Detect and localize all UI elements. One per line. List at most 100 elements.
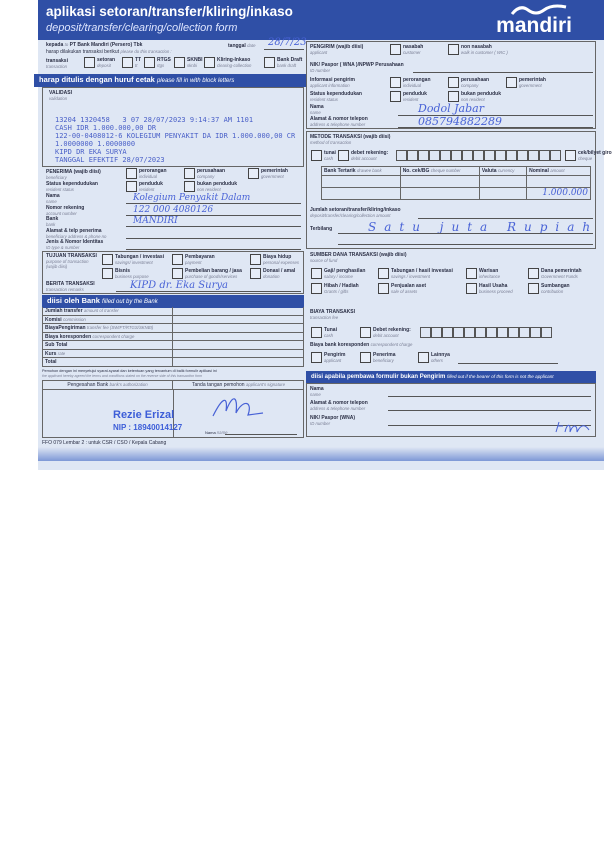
- method-cheque[interactable]: cek/bilyet giro cheque: [565, 150, 612, 161]
- checkbox[interactable]: [126, 168, 137, 179]
- source-option[interactable]: Penjualan aset sale of assets: [378, 283, 426, 294]
- cell[interactable]: [478, 187, 528, 200]
- account-digit-cell[interactable]: [473, 150, 484, 161]
- fee-correspondent-option[interactable]: Lainnya others: [418, 352, 450, 363]
- source-option[interactable]: Warisan inheritance: [466, 268, 500, 279]
- checkbox[interactable]: [311, 327, 322, 338]
- fee-cash[interactable]: Tunai cash: [311, 327, 337, 338]
- checkbox[interactable]: [126, 181, 137, 192]
- applicant-type-option[interactable]: perusahaan company: [448, 77, 489, 88]
- account-digit-cell[interactable]: [431, 327, 442, 338]
- bearer-field-input[interactable]: [388, 425, 591, 426]
- transaction-type-option[interactable]: SKNBI sknbi: [174, 57, 203, 68]
- fee-correspondent-option[interactable]: Penerima beneficiary: [360, 352, 396, 363]
- checkbox[interactable]: [311, 352, 322, 363]
- checkbox[interactable]: [506, 77, 517, 88]
- applicant-status-option[interactable]: penduduk resident: [390, 91, 427, 102]
- account-digit-cell[interactable]: [495, 150, 506, 161]
- applicant-customer-option[interactable]: nasabah customer: [390, 44, 423, 55]
- account-digit-cell[interactable]: [519, 327, 530, 338]
- account-digit-cell[interactable]: [462, 150, 473, 161]
- account-digit-cell[interactable]: [442, 327, 453, 338]
- cell[interactable]: [526, 175, 591, 188]
- checkbox[interactable]: [448, 91, 459, 102]
- checkbox[interactable]: [102, 268, 113, 279]
- transaction-type-option[interactable]: Bank Draft bank draft: [264, 57, 302, 68]
- checkbox[interactable]: [122, 57, 133, 68]
- checkbox[interactable]: [250, 268, 261, 279]
- checkbox[interactable]: [184, 181, 195, 192]
- transaction-type-option[interactable]: setoran deposit: [84, 57, 115, 68]
- beneficiary-status-option[interactable]: penduduk resident: [126, 181, 163, 192]
- source-option[interactable]: Tabungan / hasil investasi savings / inve…: [378, 268, 453, 279]
- account-digit-cell[interactable]: [486, 327, 497, 338]
- checkbox[interactable]: [184, 168, 195, 179]
- checkbox[interactable]: [565, 150, 576, 161]
- checkbox[interactable]: [378, 283, 389, 294]
- checkbox[interactable]: [418, 352, 429, 363]
- account-digit-cell[interactable]: [429, 150, 440, 161]
- row-value[interactable]: [173, 341, 303, 349]
- transaction-type-option[interactable]: Kliring-Inkaso clearing-collection: [204, 57, 251, 68]
- fee-correspondent-option[interactable]: Pengirim applicant: [311, 352, 345, 363]
- checkbox[interactable]: [378, 268, 389, 279]
- checkbox[interactable]: [466, 283, 477, 294]
- cell[interactable]: [399, 175, 480, 188]
- account-digit-cell[interactable]: [396, 150, 407, 161]
- row-value[interactable]: [173, 316, 303, 324]
- checkbox[interactable]: [172, 268, 183, 279]
- account-digit-cell[interactable]: [440, 150, 451, 161]
- checkbox[interactable]: [172, 254, 183, 265]
- account-digit-cell[interactable]: [451, 150, 462, 161]
- beneficiary-type-option[interactable]: perusahaan company: [184, 168, 225, 179]
- account-digit-cell[interactable]: [475, 327, 486, 338]
- account-digit-cell[interactable]: [539, 150, 550, 161]
- checkbox[interactable]: [264, 57, 275, 68]
- checkbox[interactable]: [390, 44, 401, 55]
- cell[interactable]: [321, 187, 401, 200]
- checkbox[interactable]: [84, 57, 95, 68]
- cell[interactable]: 1.000.000: [526, 187, 591, 200]
- checkbox[interactable]: [311, 268, 322, 279]
- cell[interactable]: [478, 175, 528, 188]
- beneficiary-field-value[interactable]: 122 000 4080126: [133, 204, 214, 215]
- purpose-option[interactable]: Pembayaran payment: [172, 254, 215, 265]
- source-option[interactable]: Sumbangan contribution: [528, 283, 570, 294]
- row-value[interactable]: [173, 307, 303, 315]
- applicant-id-input[interactable]: [413, 72, 593, 73]
- source-option[interactable]: Hibah / Hadiah Grants / gifts: [311, 283, 359, 294]
- checkbox[interactable]: [390, 91, 401, 102]
- source-option[interactable]: Gaji/ penghasilan salary / income: [311, 268, 365, 279]
- purpose-option[interactable]: Biaya hidup personal expenses: [250, 254, 299, 265]
- applicant-type-option[interactable]: perorangan individual: [390, 77, 431, 88]
- purpose-option[interactable]: Tabungan / investasi savings/ investment: [102, 254, 164, 265]
- account-digit-cell[interactable]: [484, 150, 495, 161]
- applicant-status-option[interactable]: bukan penduduk non resident: [448, 91, 501, 102]
- source-option[interactable]: Dana pemerintah Government Funds: [528, 268, 582, 279]
- applicant-name-value[interactable]: Dodol Jabar: [418, 102, 484, 115]
- checkbox[interactable]: [311, 283, 322, 294]
- account-digit-cell[interactable]: [506, 150, 517, 161]
- checkbox[interactable]: [204, 57, 215, 68]
- date-field[interactable]: tanggal date: [228, 43, 256, 49]
- checkbox[interactable]: [466, 268, 477, 279]
- checkbox[interactable]: [338, 150, 349, 161]
- method-debit[interactable]: debet rekening: debit account: [338, 150, 388, 161]
- account-digit-cell[interactable]: [508, 327, 519, 338]
- applicant-customer-option[interactable]: non nasabah walk in customer ( WIC ): [448, 44, 508, 55]
- checkbox[interactable]: [174, 57, 185, 68]
- checkbox[interactable]: [360, 352, 371, 363]
- checkbox[interactable]: [360, 327, 371, 338]
- fee-debit[interactable]: Debet rekening: debit account: [360, 327, 411, 338]
- beneficiary-type-option[interactable]: pemerintah government: [248, 168, 288, 179]
- account-digit-cell[interactable]: [407, 150, 418, 161]
- checkbox[interactable]: [102, 254, 113, 265]
- method-cash[interactable]: tunai cash: [311, 150, 336, 161]
- account-digit-cell[interactable]: [453, 327, 464, 338]
- terbilang-value[interactable]: Satu juta Rupiah: [368, 220, 599, 234]
- bearer-field-input[interactable]: [388, 410, 591, 411]
- checkbox[interactable]: [144, 57, 155, 68]
- bearer-field-input[interactable]: [388, 396, 591, 397]
- account-digit-cell[interactable]: [497, 327, 508, 338]
- purpose-option[interactable]: Pembelian barang / jasa purchase of goods…: [172, 268, 242, 279]
